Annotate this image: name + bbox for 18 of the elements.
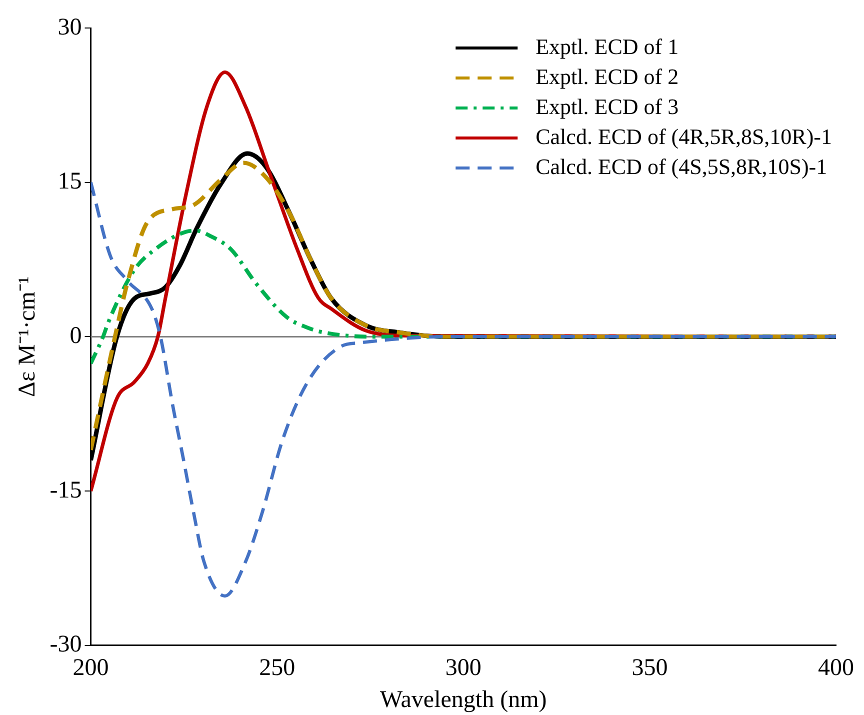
x-axis-title: Wavelength (nm)	[380, 686, 547, 713]
legend-label: Exptl. ECD of 1	[536, 34, 679, 59]
x-tick-label: 200	[72, 655, 109, 682]
x-tick-label: 300	[445, 655, 482, 682]
line-series	[90, 180, 836, 598]
x-tick-label: 250	[259, 655, 296, 682]
x-tick-label: 400	[818, 655, 854, 682]
y-tick-label: 15	[58, 168, 82, 195]
legend-label: Calcd. ECD of (4S,5S,8R,10S)-1	[536, 154, 828, 179]
y-tick-label: -30	[50, 632, 82, 658]
y-tick-label: 0	[70, 322, 82, 349]
x-tick-label: 350	[632, 655, 668, 682]
y-tick-label: -15	[50, 477, 82, 504]
legend-label: Exptl. ECD of 2	[536, 64, 679, 89]
legend-label: Exptl. ECD of 3	[536, 94, 679, 119]
y-axis-title: Δε M⁻¹·cm⁻¹	[14, 276, 41, 397]
legend-label: Calcd. ECD of (4R,5R,8S,10R)-1	[536, 124, 832, 149]
y-tick-label: 30	[58, 14, 82, 40]
